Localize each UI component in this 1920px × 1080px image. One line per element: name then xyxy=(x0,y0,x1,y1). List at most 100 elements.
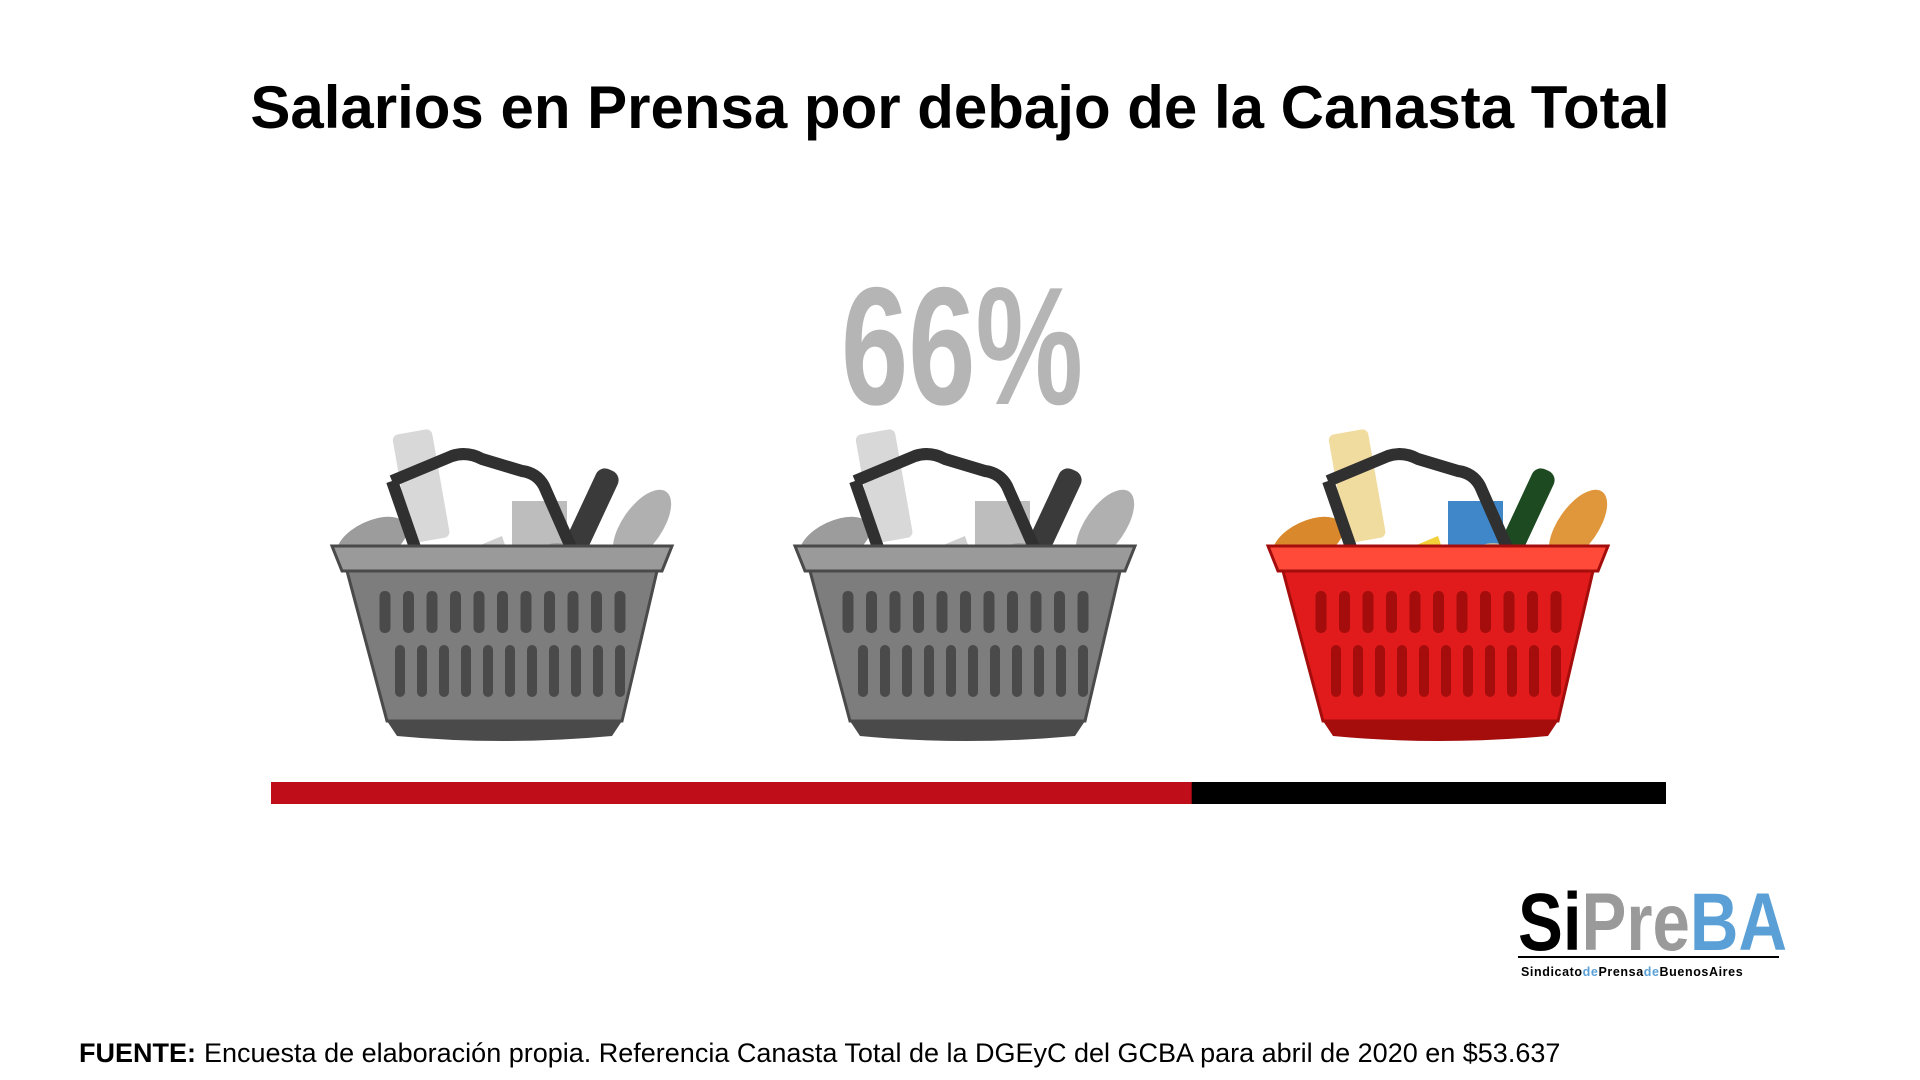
basket-slot xyxy=(1397,645,1407,697)
basket-slot xyxy=(1463,645,1473,697)
basket-slot xyxy=(520,591,532,633)
basket-slot xyxy=(593,645,603,697)
tagline-part: de xyxy=(1583,965,1599,979)
tagline-part: BuenosAires xyxy=(1660,965,1744,979)
baskets xyxy=(329,429,1611,741)
basket-slot xyxy=(544,591,555,633)
basket-slot xyxy=(983,591,995,633)
basket-slot xyxy=(858,645,868,697)
basket-slot xyxy=(990,645,1000,697)
basket-slot xyxy=(571,645,581,697)
basket-base xyxy=(850,721,1085,741)
basket-slot xyxy=(842,591,854,633)
item xyxy=(563,468,619,559)
basket-slot xyxy=(1507,645,1517,697)
logo-text: SiPreBA xyxy=(1518,876,1787,968)
basket-slot xyxy=(1503,591,1515,633)
basket-slot xyxy=(527,645,537,697)
logo-si: Si xyxy=(1518,876,1582,968)
item xyxy=(612,489,672,563)
basket-rim xyxy=(329,544,675,573)
basket-slot xyxy=(1419,645,1429,697)
basket-slot xyxy=(1077,591,1089,633)
basket-slot xyxy=(1315,591,1327,633)
basket-slot xyxy=(913,591,924,633)
basket-rim xyxy=(792,544,1138,573)
logo: SiPreBA SindicatodePrensadeBuenosAires xyxy=(1518,876,1787,979)
basket-slot xyxy=(936,591,948,633)
basket-slot xyxy=(1480,591,1491,633)
basket-slot xyxy=(1527,591,1538,633)
basket-slot xyxy=(1353,645,1363,697)
basket-slot xyxy=(880,645,890,697)
basket-rim xyxy=(1265,544,1611,573)
basket-slot xyxy=(1409,591,1421,633)
source-text: Encuesta de elaboración propia. Referenc… xyxy=(204,1038,1560,1068)
item xyxy=(1548,489,1608,563)
progress-bar xyxy=(271,782,1192,804)
basket-handle xyxy=(852,448,1046,564)
basket-slot xyxy=(1034,645,1044,697)
title: Salarios en Prensa por debajo de la Cana… xyxy=(250,74,1669,141)
item xyxy=(1499,468,1555,559)
basket-slot xyxy=(1056,645,1066,697)
basket-slot xyxy=(439,645,449,697)
basket-slot xyxy=(1012,645,1022,697)
basket-slot xyxy=(549,645,559,697)
basket-slot xyxy=(614,591,626,633)
logo-tagline: SindicatodePrensadeBuenosAires xyxy=(1521,965,1743,979)
logo-ba: BA xyxy=(1690,876,1787,968)
basket-slot xyxy=(379,591,391,633)
basket-slot xyxy=(902,645,912,697)
basket-slot xyxy=(1331,645,1341,697)
basket-base xyxy=(1323,721,1558,741)
basket-slot xyxy=(946,645,956,697)
tagline-part: Sindicato xyxy=(1521,965,1583,979)
basket-base xyxy=(387,721,622,741)
basket-slot xyxy=(591,591,602,633)
basket-slot xyxy=(924,645,934,697)
tagline-part: de xyxy=(1644,965,1660,979)
basket-slot xyxy=(395,645,405,697)
basket-slot xyxy=(960,591,971,633)
basket-slot xyxy=(889,591,901,633)
basket-slot xyxy=(417,645,427,697)
basket-slot xyxy=(1551,645,1561,697)
basket-slot xyxy=(461,645,471,697)
tagline-part: Prensa xyxy=(1598,965,1644,979)
basket-slot xyxy=(1339,591,1350,633)
basket xyxy=(1265,429,1611,741)
basket-slot xyxy=(1054,591,1065,633)
source-label: FUENTE: xyxy=(79,1038,196,1068)
basket-slot xyxy=(1529,645,1539,697)
headline-value: 66% xyxy=(841,253,1083,441)
logo-pre: Pre xyxy=(1582,876,1690,968)
item xyxy=(1075,489,1135,563)
item xyxy=(1026,468,1082,559)
basket-slot xyxy=(426,591,438,633)
basket-slot xyxy=(483,645,493,697)
basket-slot xyxy=(497,591,508,633)
basket-slot xyxy=(567,591,579,633)
basket-slot xyxy=(403,591,414,633)
source: FUENTE: Encuesta de elaboración propia. R… xyxy=(79,1038,1560,1068)
basket-slot xyxy=(1078,645,1088,697)
basket-slot xyxy=(450,591,461,633)
basket-slot xyxy=(1441,645,1451,697)
basket-slot xyxy=(1550,591,1562,633)
basket-slot xyxy=(505,645,515,697)
basket-slot xyxy=(1485,645,1495,697)
basket-slot xyxy=(1007,591,1018,633)
basket-slot xyxy=(1030,591,1042,633)
basket-slot xyxy=(1456,591,1468,633)
basket-handle xyxy=(389,448,583,564)
basket-slot xyxy=(1433,591,1444,633)
basket-slot xyxy=(473,591,485,633)
basket xyxy=(792,429,1138,741)
basket-slot xyxy=(1386,591,1397,633)
basket-slot xyxy=(615,645,625,697)
basket-handle xyxy=(1325,448,1519,564)
basket-slot xyxy=(968,645,978,697)
